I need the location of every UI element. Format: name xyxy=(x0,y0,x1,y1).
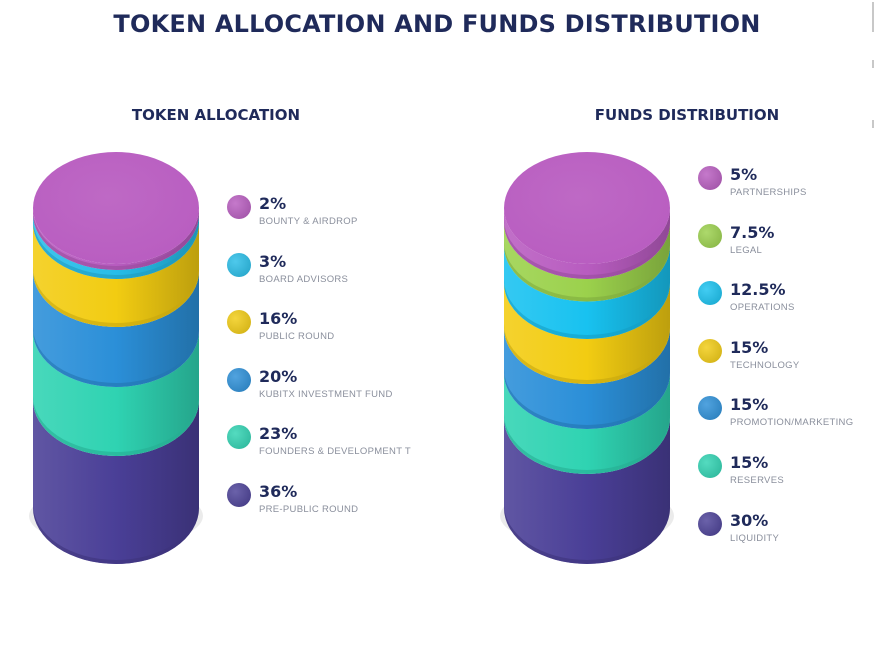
legend-item: 36% PRE-PUBLIC ROUND xyxy=(227,482,457,523)
legend-item: 15% PROMOTION/MARKETING xyxy=(698,395,874,436)
stack-segment-operations xyxy=(504,245,670,339)
legend-item: 30% LIQUIDITY xyxy=(698,510,874,552)
legend-label: RESERVES xyxy=(730,475,784,486)
legend-item: 2% BOUNTY & AIRDROP xyxy=(227,194,457,235)
legend-swatch-icon xyxy=(698,396,722,421)
legend-value: 16% xyxy=(259,309,298,329)
legend-label: LEGAL xyxy=(730,244,763,256)
legend-label: BOARD ADVISORS xyxy=(259,273,349,285)
legend-label: PRE-PUBLIC ROUND xyxy=(259,504,359,515)
legend-swatch-icon xyxy=(227,483,251,507)
stack-top-cap xyxy=(33,152,199,264)
legend-item: 20% KUBITX INVESTMENT FUND xyxy=(227,366,457,408)
legend-label: BOUNTY & AIRDROP xyxy=(259,216,358,227)
stack-segment-reserves xyxy=(504,373,670,474)
legend-label: LIQUIDITY xyxy=(730,532,780,544)
stack-segment-promotion-marketing xyxy=(504,328,670,429)
legend-swatch-icon xyxy=(698,166,722,190)
stack-segment-kubitx-investment-fund xyxy=(33,271,199,387)
legend-item: 16% PUBLIC ROUND xyxy=(227,309,457,350)
page-title: TOKEN ALLOCATION AND FUNDS DISTRIBUTION xyxy=(113,10,761,38)
legend-label: OPERATIONS xyxy=(730,302,795,314)
legend-swatch-icon xyxy=(698,511,722,536)
legend-value: 3% xyxy=(259,251,287,271)
legend-item: 5% PARTNERSHIPS xyxy=(698,165,874,206)
legend-swatch-icon xyxy=(227,425,251,450)
stack-segment-liquidity xyxy=(504,418,670,564)
legend-value: 15% xyxy=(730,337,769,357)
legend-item: 7.5% LEGAL xyxy=(698,222,874,264)
legend-swatch-icon xyxy=(227,195,251,219)
legend-swatch-icon xyxy=(698,281,722,306)
legend-swatch-icon xyxy=(698,454,722,478)
edge-divider xyxy=(872,60,874,68)
stack-segment-technology xyxy=(504,283,670,384)
legend-value: 2% xyxy=(259,194,287,213)
legend-item: 23% FOUNDERS & DEVELOPMENT T xyxy=(227,424,457,465)
legend-item: 15% TECHNOLOGY xyxy=(698,337,874,379)
legend-label: PROMOTION/MARKETING xyxy=(730,417,854,429)
token-allocation-title: TOKEN ALLOCATION xyxy=(131,106,301,124)
legend-value: 23% xyxy=(259,424,298,444)
legend-value: 12.5% xyxy=(730,280,786,300)
legend-value: 15% xyxy=(730,395,769,415)
legend-value: 7.5% xyxy=(730,222,775,242)
legend-item: 3% BOARD ADVISORS xyxy=(227,251,457,293)
legend-item: 15% RESERVES xyxy=(698,453,874,494)
legend-label: KUBITX INVESTMENT FUND xyxy=(259,388,393,400)
legend-swatch-icon xyxy=(227,252,251,277)
legend-label: TECHNOLOGY xyxy=(730,359,800,371)
legend-value: 5% xyxy=(730,165,758,184)
legend-value: 30% xyxy=(730,510,769,530)
funds-distribution-title: FUNDS DISTRIBUTION xyxy=(594,106,780,124)
legend-swatch-icon xyxy=(227,310,251,335)
stack-segment-partnerships xyxy=(504,208,670,279)
stack-segment-founders-development-t xyxy=(33,331,199,456)
legend-swatch-icon xyxy=(698,338,722,363)
stack-top-cap xyxy=(504,152,670,264)
legend-label: PUBLIC ROUND xyxy=(259,331,335,343)
stack-segment-pre-public-round xyxy=(33,400,199,564)
stack-segment-legal xyxy=(504,223,670,302)
legend-swatch-icon xyxy=(227,367,251,392)
legend-value: 15% xyxy=(730,453,769,472)
edge-divider xyxy=(872,2,874,32)
legend-value: 20% xyxy=(259,366,298,386)
legend-item: 12.5% OPERATIONS xyxy=(698,280,874,321)
stack-segment-board-advisors xyxy=(33,214,199,279)
legend-label: FOUNDERS & DEVELOPMENT T xyxy=(259,446,412,458)
legend-swatch-icon xyxy=(698,223,722,248)
edge-divider xyxy=(872,120,874,128)
stack-segment-public-round xyxy=(33,223,199,327)
legend-value: 36% xyxy=(259,482,298,501)
legend-label: PARTNERSHIPS xyxy=(730,187,807,198)
